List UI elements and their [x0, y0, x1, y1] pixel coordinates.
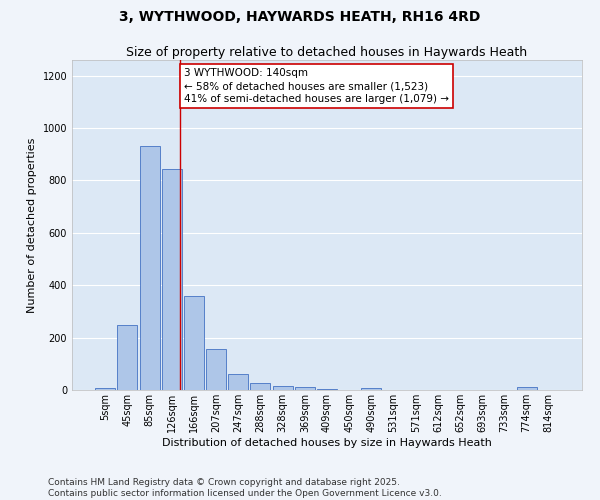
- Bar: [206, 348, 226, 390]
- Title: Size of property relative to detached houses in Haywards Heath: Size of property relative to detached ho…: [127, 46, 527, 59]
- Bar: [95, 388, 115, 390]
- X-axis label: Distribution of detached houses by size in Haywards Heath: Distribution of detached houses by size …: [162, 438, 492, 448]
- Text: Contains HM Land Registry data © Crown copyright and database right 2025.
Contai: Contains HM Land Registry data © Crown c…: [48, 478, 442, 498]
- Bar: [361, 388, 382, 390]
- Bar: [228, 374, 248, 390]
- Text: 3 WYTHWOOD: 140sqm
← 58% of detached houses are smaller (1,523)
41% of semi-deta: 3 WYTHWOOD: 140sqm ← 58% of detached hou…: [184, 68, 449, 104]
- Bar: [140, 146, 160, 390]
- Bar: [295, 388, 315, 390]
- Y-axis label: Number of detached properties: Number of detached properties: [27, 138, 37, 312]
- Bar: [184, 296, 204, 390]
- Bar: [317, 389, 337, 390]
- Bar: [272, 386, 293, 390]
- Bar: [517, 388, 536, 390]
- Bar: [250, 382, 271, 390]
- Text: 3, WYTHWOOD, HAYWARDS HEATH, RH16 4RD: 3, WYTHWOOD, HAYWARDS HEATH, RH16 4RD: [119, 10, 481, 24]
- Bar: [162, 168, 182, 390]
- Bar: [118, 325, 137, 390]
